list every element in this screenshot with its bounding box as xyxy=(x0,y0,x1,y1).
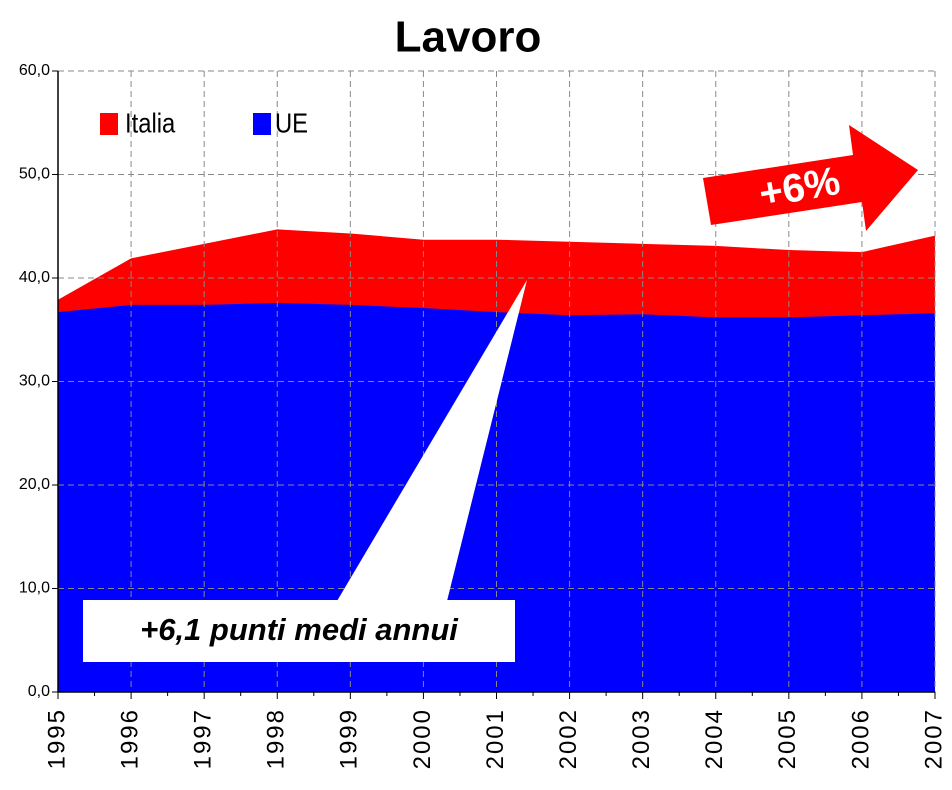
x-tick-label: 1997 xyxy=(190,708,217,769)
annotation: +6,1 punti medi annui xyxy=(140,612,459,647)
legend-label: UE xyxy=(275,107,308,139)
x-tick-label: 2006 xyxy=(847,708,874,769)
x-tick-label: 2001 xyxy=(482,708,509,769)
callout-pointer xyxy=(337,280,527,601)
y-tick-label: 30,0 xyxy=(19,373,50,390)
y-tick-label: 40,0 xyxy=(19,269,50,286)
y-tick-label: 20,0 xyxy=(19,476,50,493)
legend-label: Italia xyxy=(125,107,176,139)
x-tick-label: 2003 xyxy=(628,708,655,769)
x-tick-label: 2007 xyxy=(920,708,947,769)
x-tick-label: 1999 xyxy=(336,708,363,769)
legend-swatch xyxy=(253,113,271,135)
x-tick-label: 2005 xyxy=(774,708,801,769)
x-tick-label: 1996 xyxy=(116,708,143,769)
x-tick-label: 2002 xyxy=(555,708,582,769)
annotation: +6% xyxy=(756,159,844,216)
x-tick-label: 1998 xyxy=(263,708,290,769)
x-tick-label: 2000 xyxy=(409,708,436,769)
x-tick-label: 2004 xyxy=(701,708,728,769)
x-tick-label: 1995 xyxy=(43,708,70,769)
arrow xyxy=(703,125,918,231)
callout-box xyxy=(83,600,515,662)
legend-swatch xyxy=(100,113,118,135)
y-tick-label: 10,0 xyxy=(19,580,50,597)
y-tick-label: 50,0 xyxy=(19,166,50,183)
y-tick-label: 0,0 xyxy=(28,683,50,700)
chart-title: Lavoro xyxy=(395,13,542,62)
y-tick-label: 60,0 xyxy=(19,62,50,79)
